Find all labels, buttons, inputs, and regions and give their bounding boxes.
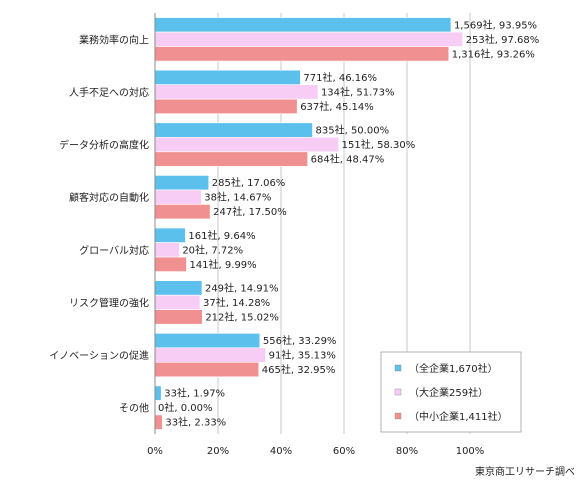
legend-box (380, 351, 522, 433)
legend-label: （大企業259社） (409, 386, 488, 399)
data-label: 835社, 50.00% (316, 124, 390, 137)
bar (154, 256, 187, 272)
legend: （全企業1,670社） （大企業259社） （中小企業1,411社） (380, 351, 522, 433)
data-labels: 1,569社, 93.95% 253社, 97.68%1,316社, 93.26%… (158, 18, 539, 428)
category-label: 人手不足への対応 (69, 86, 149, 99)
source-note: 東京商工リサーチ調べ (475, 465, 575, 478)
bar (154, 31, 463, 47)
data-label: 684社, 48.47% (311, 153, 385, 166)
data-label: 637社, 45.14% (300, 100, 374, 113)
bar (154, 280, 203, 296)
bar (154, 175, 210, 191)
x-axis-ticks: 0% 20% 40% 60% 80% 100% (147, 446, 484, 457)
data-label: 1,316社, 93.26% (452, 47, 535, 60)
bar (154, 242, 180, 258)
data-label: 247社, 17.50% (213, 205, 287, 218)
legend-swatch (394, 412, 402, 420)
data-label: 465社, 32.95% (262, 363, 336, 376)
legend-swatch (394, 388, 402, 396)
legend-swatch (394, 364, 402, 372)
data-label: 249社, 14.91% (205, 281, 279, 294)
data-label: 151社, 58.30% (342, 138, 416, 151)
legend-label: （全企業1,670社） (409, 362, 498, 375)
bar (154, 84, 319, 100)
bar (154, 122, 313, 138)
data-label: 20社, 7.72% (182, 243, 243, 256)
category-label: その他 (119, 402, 149, 415)
x-tick-label: 60% (333, 446, 355, 457)
data-label: 212社, 15.02% (205, 310, 279, 323)
data-label: 141社, 9.99% (189, 258, 256, 271)
legend-label: （中小企業1,411社） (409, 410, 508, 423)
bar (154, 294, 201, 310)
bar (154, 69, 301, 85)
bar (154, 362, 260, 378)
bar (154, 189, 202, 205)
x-tick-label: 20% (207, 446, 229, 457)
data-label: 771社, 46.16% (303, 71, 377, 84)
bar (154, 227, 186, 243)
category-label: 顧客対応の自動化 (69, 191, 149, 204)
data-label: 161社, 9.64% (188, 229, 255, 242)
data-label: 91社, 35.13% (269, 349, 336, 362)
data-label: 134社, 51.73% (321, 85, 395, 98)
bar (154, 333, 261, 349)
data-label: 33社, 2.33% (165, 416, 226, 429)
category-label: イノベーションの促進 (49, 349, 149, 362)
data-label: 285社, 17.06% (212, 176, 286, 189)
x-tick-label: 80% (396, 446, 418, 457)
bar (154, 347, 266, 363)
category-label: 業務効率の向上 (79, 33, 149, 46)
data-label: 1,569社, 93.95% (454, 18, 537, 31)
bar (154, 414, 163, 430)
bar (154, 385, 162, 401)
bar (154, 137, 339, 153)
category-label: データ分析の高度化 (59, 139, 149, 152)
data-label: 0社, 0.00% (158, 401, 213, 414)
bar (154, 98, 298, 114)
category-labels: 業務効率の向上人手不足への対応データ分析の高度化顧客対応の自動化グローバル対応リ… (49, 33, 149, 414)
bar (154, 46, 450, 62)
bar (154, 309, 203, 325)
bar (154, 204, 211, 220)
x-tick-label: 0% (147, 446, 163, 457)
bar (154, 17, 452, 33)
x-tick-label: 40% (270, 446, 292, 457)
bar (154, 151, 308, 167)
category-label: グローバル対応 (79, 244, 149, 257)
data-label: 38社, 14.67% (204, 191, 271, 204)
data-label: 253社, 97.68% (466, 33, 540, 46)
data-label: 556社, 33.29% (263, 334, 337, 347)
data-label: 33社, 1.97% (164, 387, 225, 400)
x-tick-label: 100% (456, 446, 485, 457)
data-label: 37社, 14.28% (203, 296, 270, 309)
category-label: リスク管理の強化 (69, 296, 149, 309)
